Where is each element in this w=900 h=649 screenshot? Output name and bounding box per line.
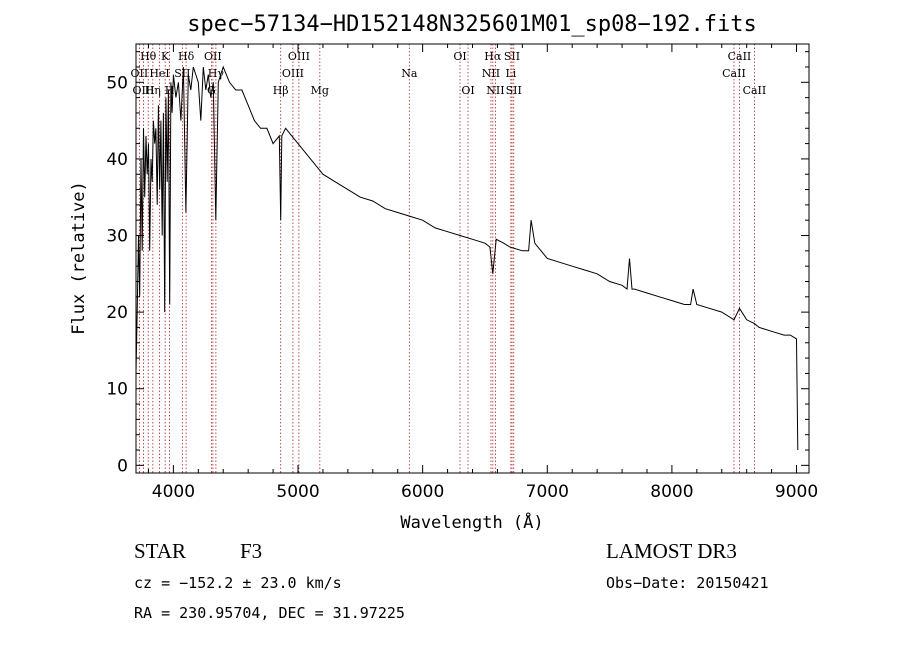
x-tick-label: 7000 — [526, 482, 569, 502]
line-label: Hβ — [273, 84, 289, 97]
line-label: SII — [506, 84, 522, 97]
line-label: CaII — [722, 67, 746, 80]
object-subclass: F3 — [240, 539, 263, 563]
object-class: STAR — [134, 539, 186, 563]
line-label: OIII — [288, 50, 310, 63]
spectrum-chart: spec−57134−HD152148N325601M01_sp08−192.f… — [69, 12, 818, 533]
x-tick-label: 4000 — [152, 482, 195, 502]
line-label: SII — [504, 50, 520, 63]
y-tick-label: 30 — [106, 227, 128, 247]
line-label: K — [161, 50, 170, 63]
line-label: OII — [204, 50, 222, 63]
line-label: H — [165, 84, 175, 97]
line-label: Na — [401, 67, 418, 80]
line-label: OIII — [132, 84, 154, 97]
line-label: OI — [461, 84, 474, 97]
line-label: SII — [174, 67, 190, 80]
y-tick-label: 40 — [106, 150, 128, 170]
y-tick-label: 20 — [106, 303, 128, 323]
line-label: OIII — [282, 67, 304, 80]
y-tick-label: 0 — [117, 456, 128, 476]
x-tick-label: 8000 — [650, 482, 693, 502]
survey-name: LAMOST DR3 — [606, 539, 737, 563]
line-label: Li — [505, 67, 516, 80]
line-markers: Hθ OII OIII K HeI Hη Hδ SII H OII Hγ G Hβ OIII OIII Mg N… — [131, 44, 767, 473]
x-tick-label: 5000 — [276, 482, 319, 502]
y-tick-label: 10 — [106, 380, 128, 400]
x-axis-ticks: 4000 5000 6000 7000 8000 9000 — [147, 44, 818, 502]
line-label: NII — [486, 84, 504, 97]
x-axis-label: Wavelength (Å) — [400, 511, 543, 533]
spectrum-line — [135, 65, 799, 451]
line-label: Hη — [145, 84, 161, 97]
line-label: G — [207, 84, 216, 97]
line-label: CaII — [743, 84, 767, 97]
line-label: OI — [453, 50, 466, 63]
plot-frame — [135, 43, 810, 474]
line-label: OII — [131, 67, 149, 80]
chart-title: spec−57134−HD152148N325601M01_sp08−192.f… — [187, 12, 757, 37]
line-label: NII — [482, 67, 500, 80]
y-axis-ticks: 0 10 20 30 40 50 — [106, 51, 809, 476]
y-tick-label: 50 — [106, 73, 128, 93]
x-tick-label: 9000 — [775, 482, 818, 502]
line-label: Hγ — [208, 67, 225, 80]
x-tick-label: 6000 — [401, 482, 444, 502]
y-axis-label: Flux (relative) — [69, 181, 89, 335]
line-label: Hα — [484, 50, 502, 63]
redshift-value: cz = −152.2 ± 23.0 km/s — [134, 574, 342, 592]
line-label: CaII — [728, 50, 752, 63]
line-label: Hδ — [178, 50, 195, 63]
coordinates: RA = 230.95704, DEC = 31.97225 — [134, 604, 405, 622]
obs-date: Obs−Date: 20150421 — [606, 574, 769, 592]
line-label: HeI — [149, 67, 169, 80]
line-label: Mg — [311, 84, 329, 97]
line-label: Hθ — [140, 50, 157, 63]
